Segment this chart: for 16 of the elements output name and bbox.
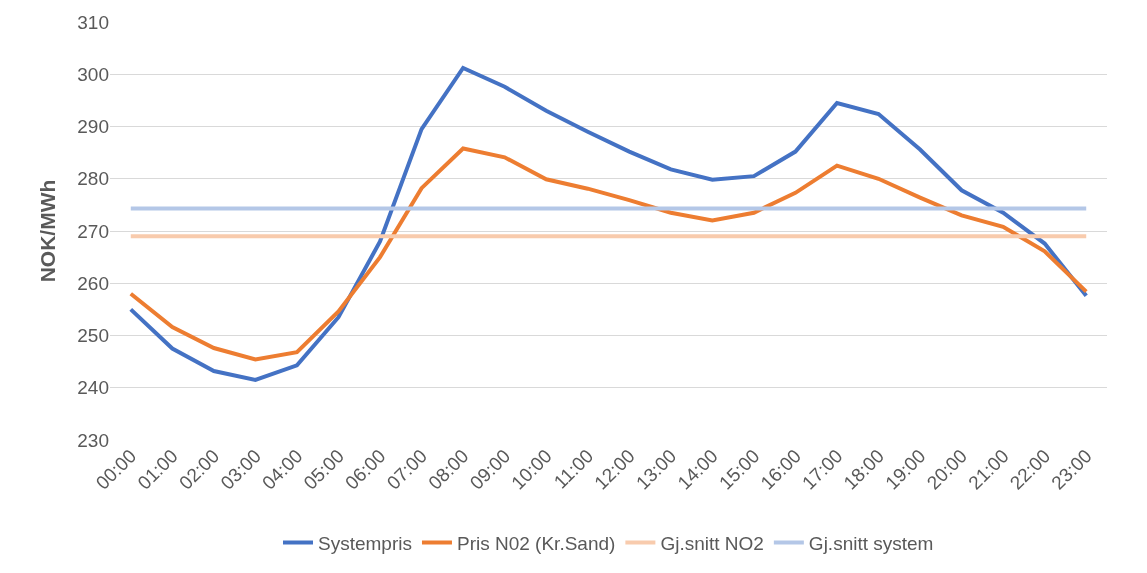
y-tick-label: 240	[77, 377, 109, 399]
line-series	[128, 65, 1089, 382]
y-tick-label: 260	[77, 272, 109, 294]
y-tick-label: 230	[77, 429, 109, 451]
y-axis-title: NOK/MWh	[36, 179, 60, 283]
line-series	[128, 146, 1089, 362]
legend-label: Gj.snitt system	[808, 532, 934, 554]
y-tick-label: 290	[77, 116, 109, 138]
legend-label: Systempris	[318, 532, 412, 554]
legend-label: Pris N02 (Kr.Sand)	[456, 532, 616, 554]
y-tick-label: 310	[77, 11, 109, 33]
y-tick-label: 300	[77, 63, 109, 85]
y-tick-label: 250	[77, 325, 109, 347]
legend-label: Gj.snitt NO2	[660, 532, 764, 554]
y-tick-label: 270	[77, 220, 109, 242]
y-tick-label: 280	[77, 168, 109, 190]
